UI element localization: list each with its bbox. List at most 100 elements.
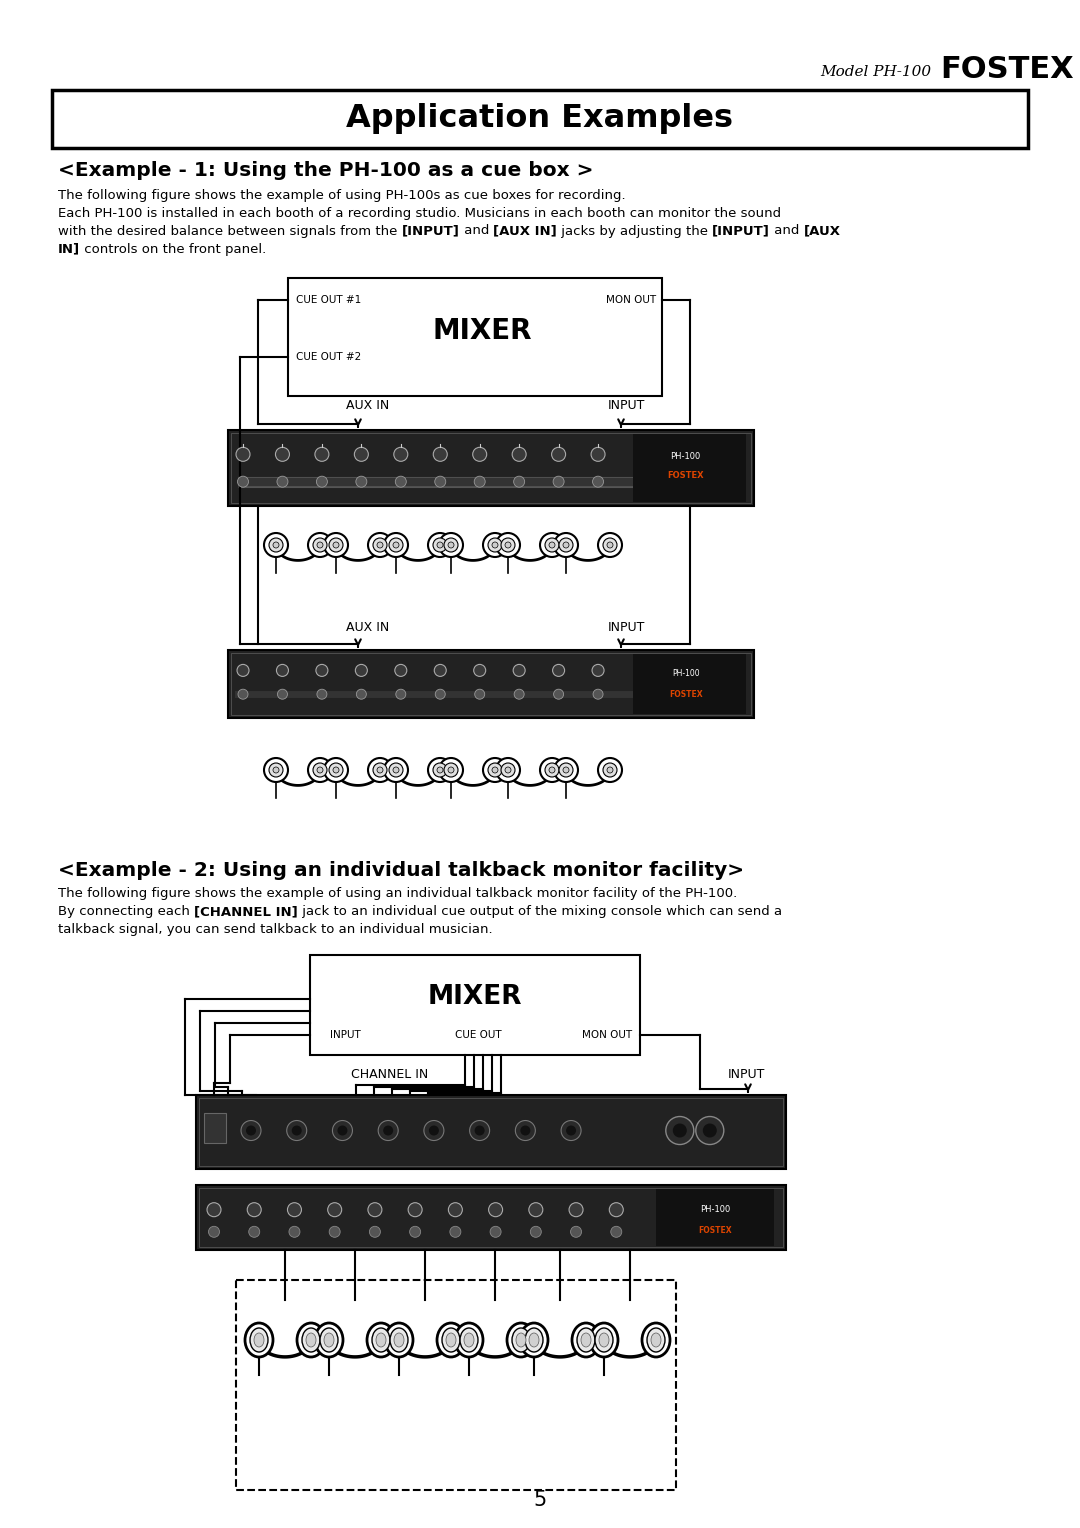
Circle shape (496, 758, 519, 782)
Circle shape (393, 767, 399, 773)
Circle shape (444, 538, 458, 552)
Text: [INPUT]: [INPUT] (402, 225, 459, 237)
Circle shape (501, 538, 515, 552)
Circle shape (515, 1120, 536, 1140)
Circle shape (316, 689, 327, 700)
Circle shape (313, 762, 327, 778)
Text: Application Examples: Application Examples (347, 104, 733, 134)
Bar (228, 649, 754, 718)
Circle shape (505, 542, 511, 549)
Circle shape (570, 1227, 581, 1238)
Circle shape (611, 1227, 622, 1238)
Ellipse shape (507, 1323, 535, 1357)
Circle shape (276, 477, 288, 487)
Circle shape (438, 533, 463, 558)
Bar (195, 1186, 786, 1250)
Circle shape (559, 762, 573, 778)
Circle shape (444, 762, 458, 778)
Ellipse shape (464, 1332, 474, 1348)
Circle shape (435, 477, 446, 487)
Circle shape (488, 538, 502, 552)
Circle shape (208, 1227, 219, 1238)
Circle shape (275, 448, 289, 461)
Circle shape (318, 542, 323, 549)
Circle shape (529, 1203, 543, 1216)
Circle shape (475, 689, 485, 700)
Circle shape (329, 1227, 340, 1238)
Ellipse shape (390, 1328, 408, 1352)
Text: controls on the front panel.: controls on the front panel. (80, 243, 267, 255)
Circle shape (563, 767, 569, 773)
Circle shape (433, 762, 447, 778)
Circle shape (512, 448, 526, 461)
Circle shape (593, 689, 603, 700)
Ellipse shape (512, 1328, 530, 1352)
Circle shape (247, 1203, 261, 1216)
Circle shape (318, 767, 323, 773)
Text: [AUX: [AUX (804, 225, 840, 237)
Circle shape (593, 477, 604, 487)
Circle shape (554, 533, 578, 558)
Ellipse shape (394, 1332, 404, 1348)
Bar (657, 1189, 774, 1245)
Ellipse shape (647, 1328, 665, 1352)
Circle shape (409, 1227, 420, 1238)
Circle shape (433, 538, 447, 552)
Circle shape (333, 1120, 352, 1140)
Text: PH-100: PH-100 (672, 669, 700, 678)
Circle shape (592, 665, 604, 677)
Circle shape (264, 533, 288, 558)
Circle shape (315, 665, 328, 677)
Ellipse shape (315, 1323, 343, 1357)
Circle shape (393, 542, 399, 549)
Circle shape (395, 689, 406, 700)
Circle shape (434, 665, 446, 677)
Circle shape (286, 1120, 307, 1140)
Text: INPUT: INPUT (330, 1030, 361, 1041)
Bar (228, 429, 754, 506)
Circle shape (241, 1120, 261, 1140)
Circle shape (488, 1203, 502, 1216)
Circle shape (373, 762, 387, 778)
Circle shape (553, 477, 564, 487)
Circle shape (696, 1117, 724, 1144)
Circle shape (324, 533, 348, 558)
Circle shape (324, 758, 348, 782)
Circle shape (355, 477, 367, 487)
Circle shape (552, 448, 566, 461)
Text: <Example - 1: Using the PH-100 as a cue box >: <Example - 1: Using the PH-100 as a cue … (58, 160, 594, 179)
Ellipse shape (384, 1323, 413, 1357)
Circle shape (433, 448, 447, 461)
Circle shape (337, 1126, 348, 1135)
Text: FOSTEX: FOSTEX (667, 471, 704, 480)
Circle shape (549, 767, 555, 773)
Text: 5: 5 (534, 1490, 546, 1510)
Circle shape (394, 448, 408, 461)
Circle shape (490, 1227, 501, 1238)
Text: PH-100: PH-100 (671, 452, 701, 461)
Circle shape (474, 665, 486, 677)
Circle shape (665, 1117, 693, 1144)
Circle shape (287, 1203, 301, 1216)
Ellipse shape (376, 1332, 386, 1348)
Circle shape (607, 767, 613, 773)
Circle shape (368, 758, 392, 782)
Circle shape (521, 1126, 530, 1135)
Ellipse shape (642, 1323, 670, 1357)
Bar (231, 652, 751, 715)
Circle shape (308, 533, 332, 558)
Circle shape (609, 1203, 623, 1216)
Circle shape (377, 767, 383, 773)
Text: Each PH-100 is installed in each booth of a recording studio. Musicians in each : Each PH-100 is installed in each booth o… (58, 206, 781, 220)
Ellipse shape (306, 1332, 316, 1348)
Text: talkback signal, you can send talkback to an individual musician.: talkback signal, you can send talkback t… (58, 923, 492, 937)
Circle shape (289, 1227, 300, 1238)
Circle shape (389, 762, 403, 778)
Circle shape (395, 665, 407, 677)
Circle shape (559, 538, 573, 552)
Circle shape (474, 477, 485, 487)
Circle shape (276, 665, 288, 677)
Text: By connecting each: By connecting each (58, 906, 194, 918)
Circle shape (378, 1120, 399, 1140)
Ellipse shape (367, 1323, 395, 1357)
